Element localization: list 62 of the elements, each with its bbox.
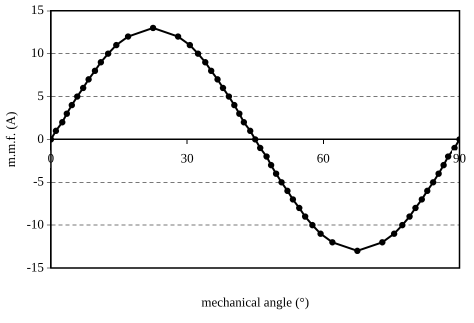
point <box>379 239 386 246</box>
point <box>418 196 426 203</box>
point <box>240 119 248 126</box>
point <box>444 153 452 160</box>
point <box>302 213 308 220</box>
point <box>309 222 316 228</box>
point <box>68 102 76 108</box>
point <box>290 196 296 203</box>
y-tick-label: -5 <box>33 174 44 189</box>
y-tick-label: 5 <box>37 88 44 103</box>
point <box>424 188 430 194</box>
point <box>226 93 232 100</box>
point <box>92 68 98 74</box>
point <box>435 170 442 177</box>
point <box>451 144 458 152</box>
point <box>220 84 226 92</box>
point <box>214 76 221 83</box>
point <box>317 230 324 237</box>
point <box>113 42 120 48</box>
point <box>104 50 112 57</box>
point <box>231 102 238 108</box>
point <box>399 222 406 228</box>
point <box>252 136 258 143</box>
y-tick-label: 10 <box>30 45 44 60</box>
point <box>272 170 280 177</box>
point <box>124 33 132 40</box>
point <box>194 50 202 57</box>
point <box>329 239 336 246</box>
point <box>236 110 243 117</box>
point <box>85 76 92 83</box>
point <box>278 179 285 186</box>
point <box>284 188 291 194</box>
point <box>59 119 66 126</box>
point <box>98 59 104 66</box>
point <box>74 93 80 100</box>
point <box>80 84 86 92</box>
y-tick-label: -10 <box>26 216 44 232</box>
point <box>257 144 264 152</box>
point <box>202 59 208 66</box>
y-tick-label: 15 <box>30 2 44 18</box>
point <box>268 162 274 168</box>
point <box>390 230 398 237</box>
point <box>150 24 156 32</box>
x-axis-title: mechanical angle (°) <box>201 294 310 310</box>
x-tick-label: 30 <box>180 150 194 166</box>
point <box>430 179 436 186</box>
point <box>174 33 182 40</box>
y-tick-label: 0 <box>37 130 44 146</box>
x-tick-label: 60 <box>316 150 330 166</box>
point <box>296 204 302 212</box>
point <box>263 153 270 160</box>
point <box>64 110 70 117</box>
point <box>406 213 413 220</box>
point <box>186 42 194 48</box>
point <box>247 128 254 134</box>
y-tick-label: -15 <box>26 259 44 274</box>
point <box>412 204 419 212</box>
point <box>354 248 361 254</box>
point <box>440 162 447 168</box>
point <box>52 128 60 134</box>
point <box>208 68 214 74</box>
y-axis-title: m.m.f. (A) <box>3 112 18 168</box>
